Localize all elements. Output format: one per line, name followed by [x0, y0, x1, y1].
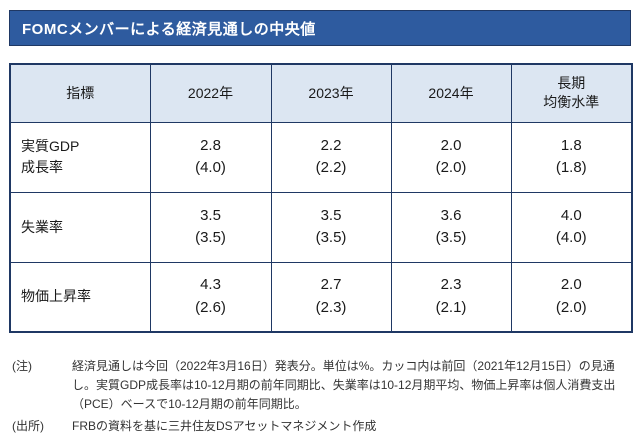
- current-value: 2.3: [440, 276, 462, 294]
- current-value: 3.5: [320, 206, 342, 224]
- previous-value: (2.1): [435, 298, 467, 316]
- current-value: 3.5: [200, 206, 221, 224]
- notes-section: (注) 経済見通しは今回（2022年3月16日）発表分。単位は%。カッコ内は前回…: [9, 357, 631, 436]
- column-header-indicator: 指標: [9, 63, 151, 123]
- note-text: 経済見通しは今回（2022年3月16日）発表分。単位は%。カッコ内は前回（202…: [72, 359, 616, 412]
- current-value: 2.0: [440, 136, 462, 154]
- note-label: (注): [12, 359, 32, 373]
- value-cell: 4.0 (4.0): [510, 191, 633, 263]
- current-value: 2.0: [560, 276, 582, 294]
- value-cell: 4.3 (2.6): [149, 261, 272, 333]
- current-value: 2.7: [320, 276, 342, 294]
- note-row: (注) 経済見通しは今回（2022年3月16日）発表分。単位は%。カッコ内は前回…: [12, 357, 628, 415]
- row-label-inflation: 物価上昇率: [9, 261, 151, 333]
- column-header-2022: 2022年: [149, 63, 272, 123]
- page-title: FOMCメンバーによる経済見通しの中央値: [22, 20, 316, 38]
- current-value: 1.8: [560, 136, 582, 154]
- title-bar: FOMCメンバーによる経済見通しの中央値: [9, 10, 631, 46]
- column-header-2024: 2024年: [390, 63, 512, 123]
- source-label: (出所): [12, 418, 44, 433]
- current-value: 2.2: [320, 136, 342, 154]
- current-value: 4.3: [200, 276, 221, 294]
- header-row: 指標 2022年 2023年 2024年 長期 均衡水準: [9, 63, 633, 123]
- value-cell: 2.0 (2.0): [390, 121, 512, 193]
- note-row: (出所) FRBの資料を基に三井住友DSアセットマネジメント作成: [12, 417, 628, 436]
- column-header-2023: 2023年: [270, 63, 392, 123]
- current-value: 4.0: [560, 206, 582, 224]
- previous-value: (2.6): [195, 298, 226, 316]
- source-text: FRBの資料を基に三井住友DSアセットマネジメント作成: [72, 418, 377, 433]
- previous-value: (3.5): [435, 229, 467, 246]
- previous-value: (2.0): [555, 298, 587, 316]
- previous-value: (4.0): [555, 229, 587, 246]
- table-row-gdp: 実質GDP 成長率 2.8 (4.0) 2.2 (2.2) 2.0 (2.0) …: [9, 121, 633, 193]
- value-cell: 2.2 (2.2): [270, 121, 392, 193]
- previous-value: (4.0): [195, 159, 226, 176]
- previous-value: (1.8): [555, 159, 587, 176]
- value-cell: 2.7 (2.3): [270, 261, 392, 333]
- value-cell: 3.6 (3.5): [390, 191, 512, 263]
- value-cell: 3.5 (3.5): [270, 191, 392, 263]
- value-cell: 2.8 (4.0): [149, 121, 272, 193]
- value-cell: 2.3 (2.1): [390, 261, 512, 333]
- previous-value: (3.5): [195, 229, 226, 246]
- value-cell: 2.0 (2.0): [510, 261, 633, 333]
- projections-table: 指標 2022年 2023年 2024年 長期 均衡水準 実質GDP 成長率 2…: [9, 63, 633, 333]
- row-label-unemployment: 失業率: [9, 191, 151, 263]
- value-cell: 1.8 (1.8): [510, 121, 633, 193]
- previous-value: (3.5): [315, 229, 347, 246]
- table-row-inflation: 物価上昇率 4.3 (2.6) 2.7 (2.3) 2.3 (2.1) 2.0 …: [9, 261, 633, 333]
- previous-value: (2.3): [315, 298, 347, 316]
- current-value: 3.6: [440, 206, 462, 224]
- previous-value: (2.0): [435, 159, 467, 176]
- row-label-gdp: 実質GDP 成長率: [9, 121, 151, 193]
- value-cell: 3.5 (3.5): [149, 191, 272, 263]
- column-header-longrun: 長期 均衡水準: [510, 63, 633, 123]
- table-row-unemployment: 失業率 3.5 (3.5) 3.5 (3.5) 3.6 (3.5) 4.0 (4…: [9, 191, 633, 263]
- previous-value: (2.2): [315, 159, 347, 176]
- current-value: 2.8: [200, 136, 221, 154]
